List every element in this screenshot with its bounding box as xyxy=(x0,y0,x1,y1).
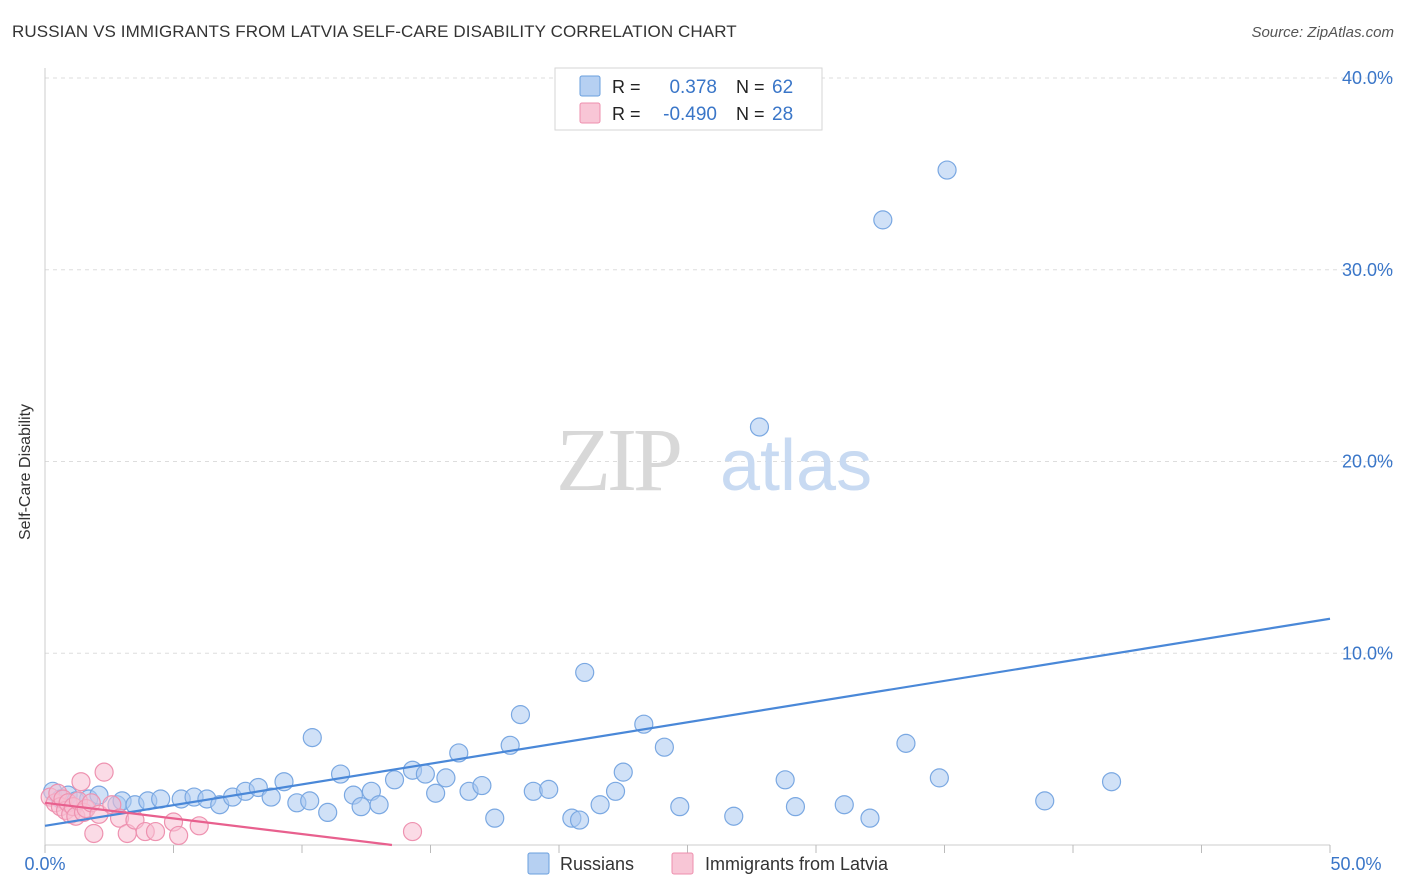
y-tick-label: 10.0% xyxy=(1342,643,1393,663)
russians-point xyxy=(569,810,590,830)
stats-legend: R = 0.378 N = 62 R = -0.490 N = 28 xyxy=(554,67,823,131)
stats-swatch-latvia xyxy=(579,102,601,124)
russians-point xyxy=(873,210,893,230)
stats-n-value: 62 xyxy=(772,77,793,98)
y-tick-label: 30.0% xyxy=(1342,260,1393,280)
russians-point xyxy=(670,797,690,817)
russians-point xyxy=(613,762,633,782)
latvia-point xyxy=(84,823,104,844)
stats-n-label: N = xyxy=(736,77,765,97)
russians-point xyxy=(937,160,957,180)
stats-r-label: R = xyxy=(612,104,641,124)
russians-point xyxy=(261,787,281,807)
stats-r-label: R = xyxy=(612,77,641,97)
axes xyxy=(44,68,1331,853)
legend-label-latvia: Immigrants from Latvia xyxy=(705,854,889,874)
russians-point xyxy=(485,808,505,828)
russians-point xyxy=(896,733,916,753)
watermark: ZIP atlas xyxy=(556,411,872,510)
legend-swatch-latvia xyxy=(671,852,694,875)
latvia-point xyxy=(71,772,91,792)
russians-point xyxy=(749,417,770,437)
russians-point xyxy=(860,808,880,828)
russians-point xyxy=(510,705,531,725)
latvia-point xyxy=(402,821,423,842)
x-tick-label: 50.0% xyxy=(1330,854,1381,874)
russians-point xyxy=(785,797,806,817)
latvia-point xyxy=(94,762,114,782)
legend-label-russians: Russians xyxy=(560,854,634,874)
russians-point xyxy=(436,768,456,788)
y-tick-label: 40.0% xyxy=(1342,68,1393,88)
stats-swatch-russians xyxy=(579,75,601,97)
russians-point xyxy=(426,783,446,803)
russians-point xyxy=(300,791,320,811)
stats-r-value: -0.490 xyxy=(663,104,717,125)
source-label: Source: ZipAtlas.com xyxy=(1251,24,1394,41)
russians-point xyxy=(654,737,674,757)
stats-r-value: 0.378 xyxy=(669,77,717,98)
legend-swatch-russians xyxy=(527,852,550,875)
russians-point xyxy=(415,764,435,784)
latvia-point xyxy=(169,825,189,846)
russians-point xyxy=(605,781,626,801)
russians-point xyxy=(318,802,338,823)
stats-n-label: N = xyxy=(736,104,765,124)
russians-point xyxy=(575,662,595,683)
x-tick-label: 0.0% xyxy=(24,854,65,874)
chart-title: RUSSIAN VS IMMIGRANTS FROM LATVIA SELF-C… xyxy=(12,22,737,41)
latvia-point xyxy=(145,821,166,842)
grid-lines xyxy=(45,77,1395,654)
russians-point xyxy=(1035,791,1055,811)
russians-point xyxy=(539,779,559,799)
russians-point xyxy=(834,795,854,815)
latvia-trend-line xyxy=(44,801,393,847)
y-tick-label: 20.0% xyxy=(1342,452,1393,472)
russians-point xyxy=(929,768,949,788)
latvia-point xyxy=(189,816,209,836)
russians-point xyxy=(369,795,389,815)
russians-point xyxy=(590,795,610,815)
watermark-atlas: atlas xyxy=(720,426,872,506)
stats-n-value: 28 xyxy=(772,104,793,125)
russians-point xyxy=(302,728,322,748)
watermark-zip: ZIP xyxy=(556,411,680,510)
russians-point xyxy=(472,775,492,796)
russians-point xyxy=(775,770,795,790)
bottom-legend: Russians Immigrants from Latvia xyxy=(527,852,889,875)
russians-point xyxy=(351,797,371,817)
russians-trend-line xyxy=(44,617,1331,827)
russians-point xyxy=(384,770,405,790)
russians-point xyxy=(724,806,744,826)
russians-point xyxy=(1101,772,1122,792)
russians-point xyxy=(330,764,351,784)
